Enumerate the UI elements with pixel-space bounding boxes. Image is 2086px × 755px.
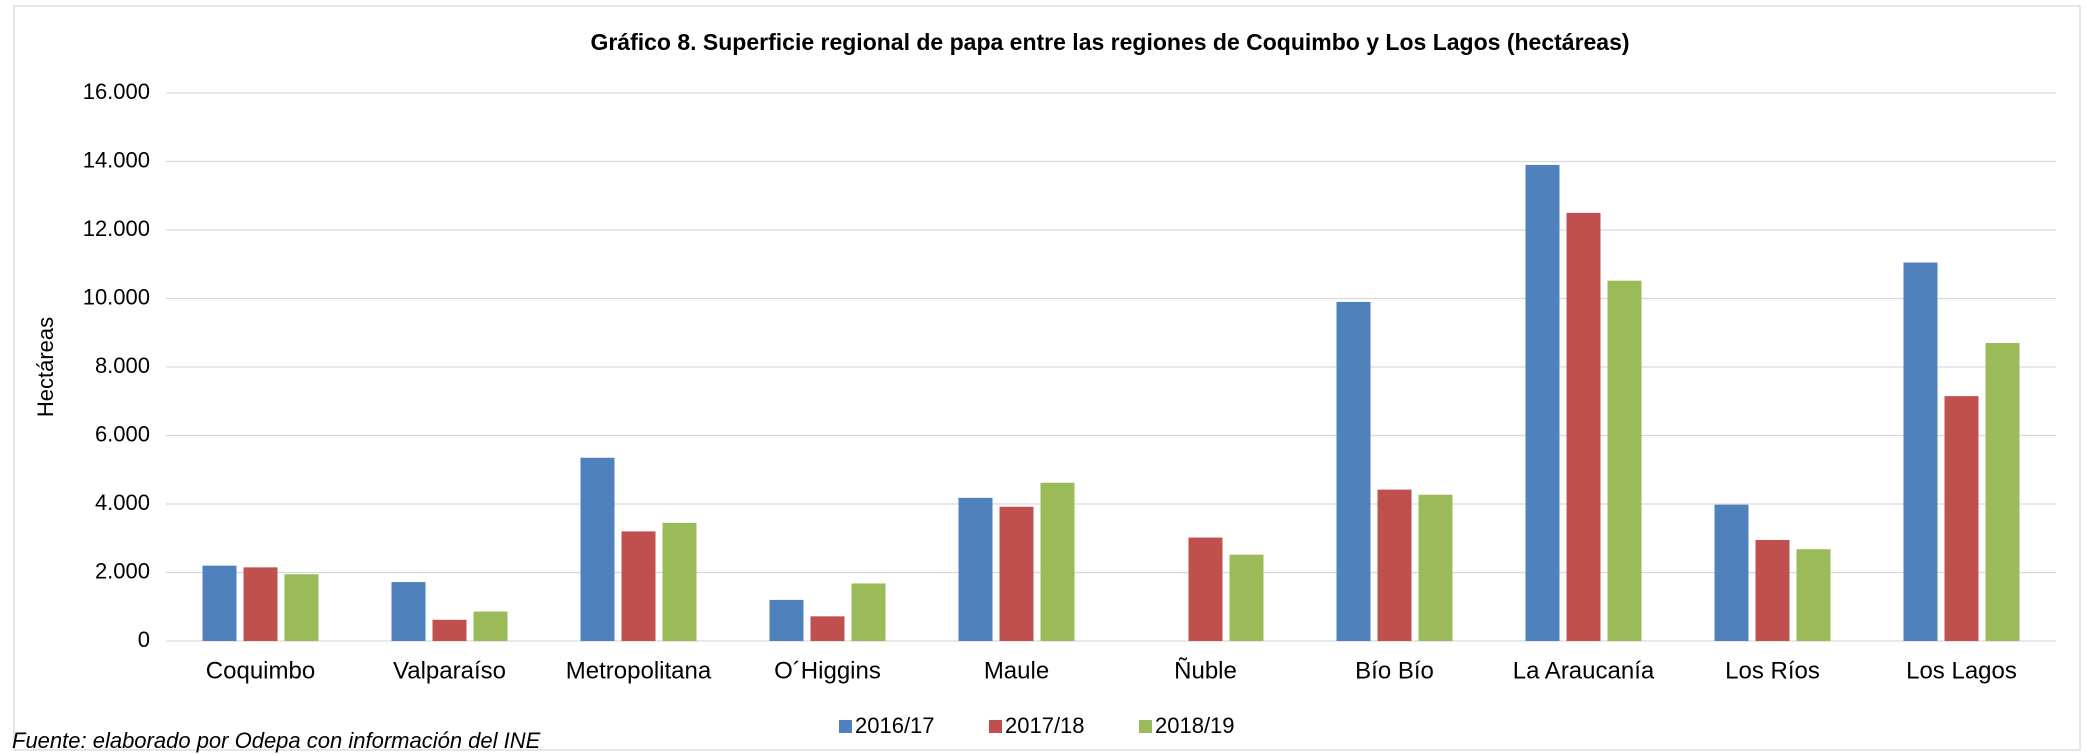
bar <box>958 497 993 641</box>
y-tick-label: 14.000 <box>83 147 150 172</box>
bar <box>473 611 508 641</box>
y-tick-label: 4.000 <box>95 490 150 515</box>
bar <box>1714 504 1749 641</box>
bar <box>580 457 615 641</box>
bar <box>432 619 467 641</box>
bar <box>1336 301 1371 641</box>
bar <box>1377 489 1412 641</box>
y-tick-label: 16.000 <box>83 79 150 104</box>
x-tick-label: Bío Bío <box>1355 657 1434 684</box>
bar <box>999 506 1034 641</box>
bar <box>1040 482 1075 641</box>
x-tick-label: O´Higgins <box>774 657 881 684</box>
legend-label: 2017/18 <box>1005 713 1085 738</box>
legend-swatch <box>1139 720 1152 733</box>
x-tick-label: Coquimbo <box>206 657 315 684</box>
y-tick-label: 8.000 <box>95 353 150 378</box>
x-tick-label: Maule <box>984 657 1049 684</box>
bar <box>1229 554 1264 641</box>
bar <box>1525 164 1560 642</box>
bar <box>662 522 697 641</box>
bar <box>243 567 278 641</box>
legend-label: 2016/17 <box>855 713 935 738</box>
bar <box>1796 549 1831 641</box>
bar <box>202 565 237 641</box>
bar <box>1566 212 1601 641</box>
x-tick-label: La Araucanía <box>1513 657 1655 684</box>
y-tick-label: 12.000 <box>83 216 150 241</box>
bar <box>851 583 886 641</box>
bar <box>1944 396 1979 641</box>
y-tick-label: 0 <box>138 627 150 652</box>
bar <box>1903 262 1938 641</box>
bar <box>769 599 804 641</box>
bar <box>1607 280 1642 641</box>
legend-swatch <box>839 720 852 733</box>
x-tick-label: Los Ríos <box>1725 657 1820 684</box>
legend-label: 2018/19 <box>1155 713 1235 738</box>
x-tick-label: Los Lagos <box>1906 657 2017 684</box>
legend-swatch <box>989 720 1002 733</box>
x-tick-label: Valparaíso <box>393 657 506 684</box>
bar <box>284 574 319 641</box>
source-note: Fuente: elaborado por Odepa con informac… <box>12 728 541 753</box>
y-tick-label: 2.000 <box>95 558 150 583</box>
bar <box>1755 539 1790 641</box>
bar <box>621 531 656 641</box>
y-axis-label: Hectáreas <box>33 317 58 417</box>
bar <box>1188 537 1223 641</box>
bar <box>810 616 845 641</box>
y-tick-label: 10.000 <box>83 284 150 309</box>
x-tick-label: Metropolitana <box>566 657 712 684</box>
chart-title: Gráfico 8. Superficie regional de papa e… <box>590 29 1629 55</box>
bar <box>1985 343 2020 641</box>
bar <box>1418 494 1453 641</box>
y-tick-label: 6.000 <box>95 421 150 446</box>
x-tick-label: Ñuble <box>1174 657 1237 684</box>
bar <box>391 582 426 641</box>
